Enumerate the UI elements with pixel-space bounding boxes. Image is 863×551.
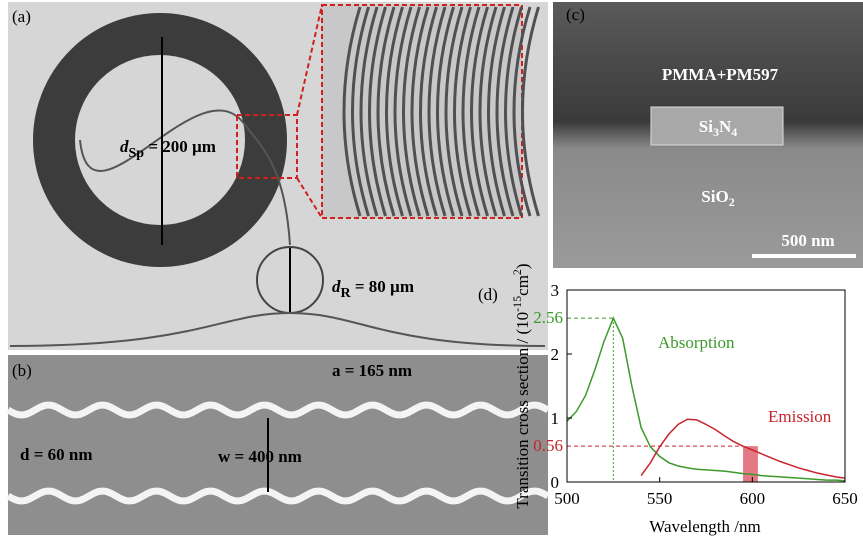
subscript: 4 [731,125,737,139]
x-tick-label: 650 [832,489,858,508]
superscript: -15 [510,296,524,312]
text: SiO [701,187,728,206]
panel-b: (b) a = 165 nm d = 60 nm w = 400 nm [8,355,548,535]
subscript: Sp [129,146,145,161]
y-tick-label: 2 [551,345,560,364]
text: Si [699,117,713,136]
figure: (a) dSp = 200 µm dR = 80 µm (b) a = 165 … [0,0,863,546]
dimension-label: a = 165 nm [332,361,412,380]
reference-label: 2.56 [533,308,563,327]
y-tick-label: 1 [551,409,560,428]
text: cm [513,275,532,296]
page: (a) dSp = 200 µm dR = 80 µm (b) a = 165 … [0,0,863,546]
panel-label: (c) [566,5,585,24]
grating [8,405,548,415]
layer-label: PMMA+PM597 [662,65,779,84]
value: = 80 µm [351,277,414,296]
x-axis-label: Wavelength /nm [649,517,760,536]
grating [8,491,548,501]
text: Transition cross section / (10 [513,312,532,509]
x-tick-label: 550 [647,489,673,508]
panel-label: (d) [478,285,498,304]
panel-a: (a) dSp = 200 µm dR = 80 µm [8,2,548,350]
series-label: Emission [768,407,832,426]
subscript: 2 [729,195,735,209]
panel-c: (c) PMMA+PM597 Si3N4 SiO2 500 nm [553,2,863,268]
dimension-label: d = 60 nm [20,445,93,464]
plot-frame [567,290,845,482]
text: ) [513,263,532,269]
scale-bar [752,254,856,258]
y-tick-label: 0 [551,473,560,492]
reference-label: 0.56 [533,436,563,455]
y-tick-label: 3 [551,281,560,300]
x-tick-label: 600 [740,489,766,508]
scale-label: 500 nm [781,231,834,250]
dimension-label: w = 400 nm [218,447,302,466]
value: = 200 µm [144,137,216,156]
panel-label: (b) [12,361,32,380]
series-label: Absorption [658,333,735,352]
panel-label: (a) [12,7,31,26]
text: N [719,117,732,136]
